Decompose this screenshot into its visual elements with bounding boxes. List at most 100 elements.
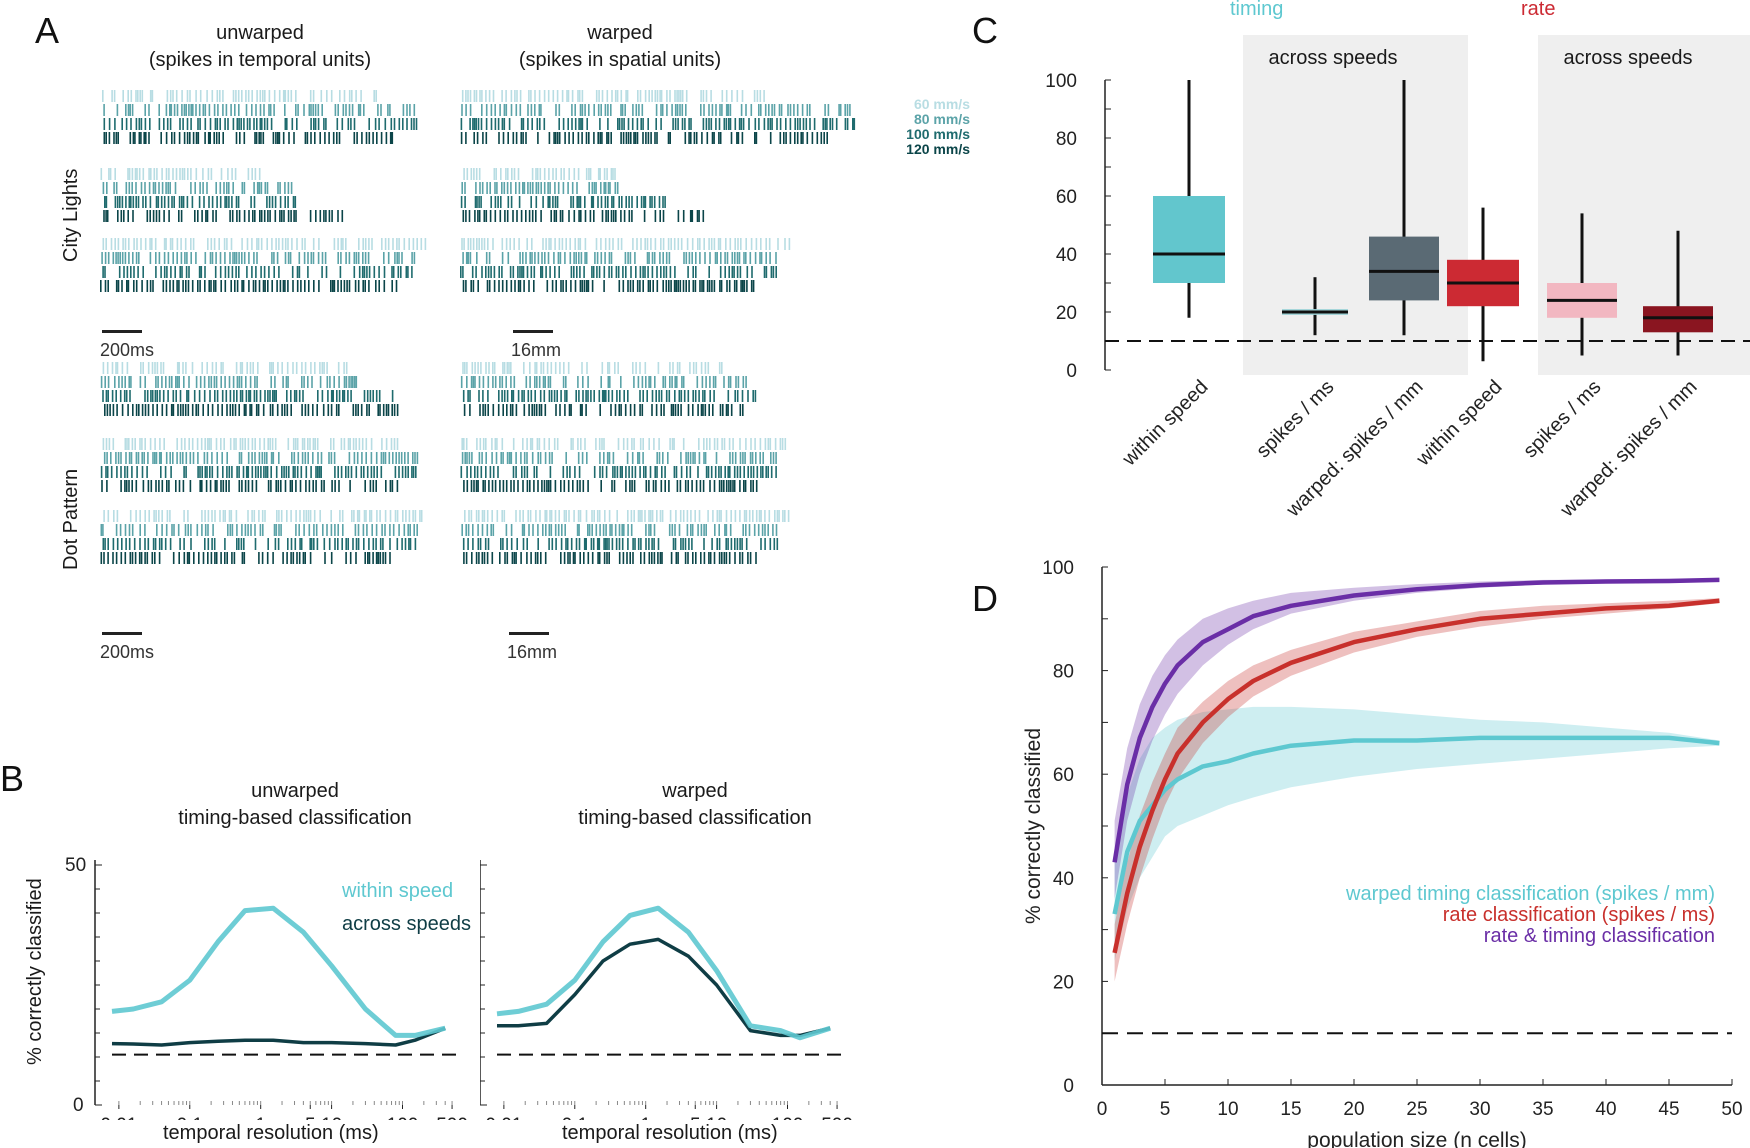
- spike: [576, 196, 578, 208]
- spike: [273, 390, 276, 402]
- spike: [617, 438, 620, 450]
- spike: [529, 252, 531, 264]
- spike: [259, 104, 262, 116]
- spike: [541, 480, 543, 492]
- spike: [338, 390, 341, 402]
- spike: [223, 438, 225, 450]
- spike: [240, 452, 243, 464]
- spike: [229, 438, 232, 450]
- spike: [742, 376, 745, 388]
- spike: [604, 510, 606, 522]
- spike: [207, 132, 210, 144]
- spike: [674, 104, 677, 116]
- spike: [103, 104, 105, 116]
- spike: [266, 182, 269, 194]
- spike: [597, 104, 600, 116]
- spike: [570, 266, 573, 278]
- spike: [772, 266, 775, 278]
- spike: [187, 390, 190, 402]
- spike: [292, 362, 294, 374]
- spike: [353, 266, 356, 278]
- spike: [136, 238, 138, 250]
- spike: [263, 466, 265, 478]
- spike: [631, 118, 634, 130]
- spike: [611, 524, 613, 536]
- spike: [416, 238, 418, 250]
- spike: [339, 90, 341, 102]
- spike: [611, 480, 613, 492]
- spike: [408, 538, 410, 550]
- spike: [485, 118, 488, 130]
- spike: [620, 132, 622, 144]
- spike: [675, 466, 678, 478]
- spike: [746, 266, 749, 278]
- spike: [462, 390, 465, 402]
- spike: [231, 210, 234, 222]
- spike: [743, 280, 746, 292]
- spike: [800, 132, 802, 144]
- spike: [345, 252, 347, 264]
- spike: [724, 252, 726, 264]
- spike: [633, 510, 635, 522]
- spike: [730, 404, 733, 416]
- spike: [122, 90, 124, 102]
- spike: [390, 438, 393, 450]
- spike: [655, 404, 658, 416]
- spike: [204, 104, 207, 116]
- spike: [553, 252, 555, 264]
- spike: [720, 510, 722, 522]
- spike: [676, 362, 679, 374]
- spike: [253, 182, 255, 194]
- spike: [672, 118, 674, 130]
- spike: [139, 438, 141, 450]
- spike: [101, 480, 103, 492]
- spike: [212, 524, 214, 536]
- spike: [167, 182, 169, 194]
- spike: [240, 118, 242, 130]
- panel-d-legend-rate: rate classification (spikes / ms): [1442, 904, 1715, 926]
- spike: [340, 280, 342, 292]
- spike: [309, 510, 312, 522]
- spike: [787, 510, 790, 522]
- spike: [108, 438, 111, 450]
- spike: [222, 480, 225, 492]
- spike: [111, 390, 114, 402]
- spike: [727, 404, 729, 416]
- spike: [463, 404, 466, 416]
- spike: [219, 266, 222, 278]
- spike: [663, 404, 665, 416]
- spike: [103, 552, 105, 564]
- spike: [759, 252, 761, 264]
- spike: [593, 466, 596, 478]
- spike: [755, 480, 758, 492]
- spike: [501, 510, 503, 522]
- spike: [496, 438, 498, 450]
- spike: [734, 118, 737, 130]
- spike: [775, 252, 777, 264]
- across-speeds-shade-timing: [1243, 35, 1468, 375]
- spike: [130, 196, 132, 208]
- x-tick-label: 5: [1160, 1099, 1171, 1120]
- spike: [296, 552, 298, 564]
- spike: [175, 90, 178, 102]
- spike: [197, 404, 200, 416]
- spike: [542, 524, 544, 536]
- spike: [149, 252, 152, 264]
- spike: [309, 538, 311, 550]
- spike: [283, 210, 285, 222]
- spike: [736, 266, 739, 278]
- spike: [784, 238, 786, 250]
- spike: [547, 376, 550, 388]
- spike: [567, 362, 570, 374]
- spike: [579, 196, 582, 208]
- spike: [364, 252, 367, 264]
- spike: [190, 118, 192, 130]
- spike: [769, 538, 772, 550]
- spike: [630, 266, 632, 278]
- spike: [313, 510, 316, 522]
- spike: [540, 404, 543, 416]
- spike: [636, 196, 638, 208]
- spike: [550, 362, 553, 374]
- spike: [412, 238, 415, 250]
- spike: [295, 362, 298, 374]
